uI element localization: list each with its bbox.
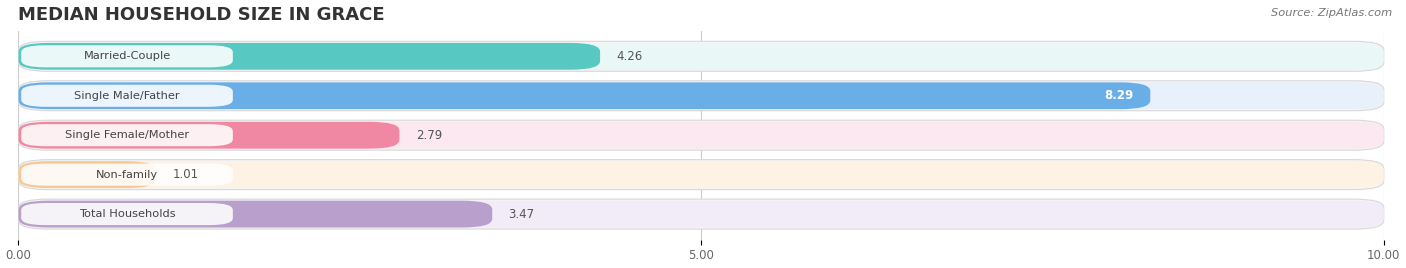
FancyBboxPatch shape — [18, 201, 1384, 228]
Text: 4.26: 4.26 — [616, 50, 643, 63]
Text: Single Male/Father: Single Male/Father — [75, 91, 180, 101]
FancyBboxPatch shape — [21, 203, 233, 225]
Text: Source: ZipAtlas.com: Source: ZipAtlas.com — [1271, 8, 1392, 18]
FancyBboxPatch shape — [18, 160, 1384, 190]
FancyBboxPatch shape — [18, 122, 399, 148]
FancyBboxPatch shape — [18, 43, 1384, 70]
FancyBboxPatch shape — [18, 82, 1150, 109]
FancyBboxPatch shape — [18, 120, 1384, 150]
FancyBboxPatch shape — [21, 85, 233, 107]
FancyBboxPatch shape — [21, 45, 233, 67]
Text: 8.29: 8.29 — [1105, 89, 1133, 102]
FancyBboxPatch shape — [18, 161, 156, 188]
FancyBboxPatch shape — [18, 161, 1384, 188]
Text: 1.01: 1.01 — [173, 168, 198, 181]
FancyBboxPatch shape — [18, 199, 1384, 229]
Text: 2.79: 2.79 — [416, 129, 441, 142]
Text: Total Households: Total Households — [79, 209, 176, 219]
FancyBboxPatch shape — [18, 41, 1384, 71]
FancyBboxPatch shape — [18, 43, 600, 70]
Text: Married-Couple: Married-Couple — [83, 51, 170, 61]
FancyBboxPatch shape — [18, 122, 1384, 148]
Text: Non-family: Non-family — [96, 170, 157, 180]
Text: 3.47: 3.47 — [509, 208, 534, 221]
FancyBboxPatch shape — [21, 124, 233, 146]
FancyBboxPatch shape — [18, 82, 1384, 109]
FancyBboxPatch shape — [21, 163, 233, 186]
Text: Single Female/Mother: Single Female/Mother — [65, 130, 188, 140]
FancyBboxPatch shape — [18, 201, 492, 228]
FancyBboxPatch shape — [18, 81, 1384, 111]
Text: MEDIAN HOUSEHOLD SIZE IN GRACE: MEDIAN HOUSEHOLD SIZE IN GRACE — [18, 6, 385, 24]
